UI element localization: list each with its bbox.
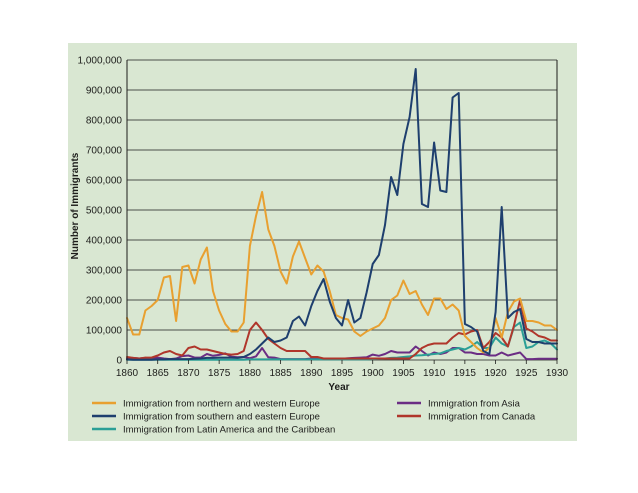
x-tick-label: 1930 [546, 368, 569, 379]
chart-svg: 0 100,000 200,000 300,000 400,000 500,000 600,… [70, 56, 569, 436]
x-tick-label: 1885 [269, 368, 292, 379]
y-tick-label: 300,000 [86, 266, 123, 277]
legend-label: Immigration from southern and eastern Eu… [123, 412, 320, 423]
chart-panel: 0 100,000 200,000 300,000 400,000 500,000 600,… [68, 43, 577, 441]
x-tick-label: 1870 [177, 368, 200, 379]
x-tick-label: 1865 [147, 368, 170, 379]
x-tick-label: 1920 [484, 368, 507, 379]
x-tick-label: 1900 [362, 368, 385, 379]
legend-label: Immigration from northern and western Eu… [123, 399, 320, 410]
legend: Immigration from northern and western Eu… [92, 399, 536, 436]
legend-label: Immigration from Latin America and the C… [123, 425, 335, 436]
y-tick-label: 700,000 [86, 146, 123, 157]
y-tick-label: 800,000 [86, 116, 123, 127]
x-tick-label: 1895 [331, 368, 354, 379]
y-tick-label: 900,000 [86, 86, 123, 97]
x-tick-label: 1890 [300, 368, 323, 379]
legend-label: Immigration from Asia [428, 399, 521, 410]
x-axis-label: Year [328, 382, 349, 393]
series-line-4 [126, 345, 558, 361]
series-line-2 [126, 68, 558, 361]
grid-layer [127, 59, 557, 361]
axis-layer: 0 100,000 200,000 300,000 400,000 500,000 600,… [78, 56, 569, 380]
y-tick-label: 1,000,000 [78, 56, 123, 67]
x-tick-label: 1910 [423, 368, 446, 379]
x-tick-label: 1925 [515, 368, 538, 379]
legend-label: Immigration from Canada [428, 412, 536, 423]
x-tick-label: 1880 [239, 368, 262, 379]
series-line-5 [126, 299, 558, 360]
series-layer [126, 68, 558, 361]
y-tick-label: 200,000 [86, 296, 123, 307]
y-tick-label: 400,000 [86, 236, 123, 247]
x-tick-label: 1860 [116, 368, 139, 379]
y-tick-label: 500,000 [86, 206, 123, 217]
y-tick-label: 0 [116, 356, 122, 367]
x-tick-label: 1915 [454, 368, 477, 379]
x-tick-label: 1905 [392, 368, 415, 379]
x-tick-label: 1875 [208, 368, 231, 379]
y-tick-label: 600,000 [86, 176, 123, 187]
y-tick-label: 100,000 [86, 326, 123, 337]
y-axis-label: Number of Immigrants [70, 152, 81, 259]
